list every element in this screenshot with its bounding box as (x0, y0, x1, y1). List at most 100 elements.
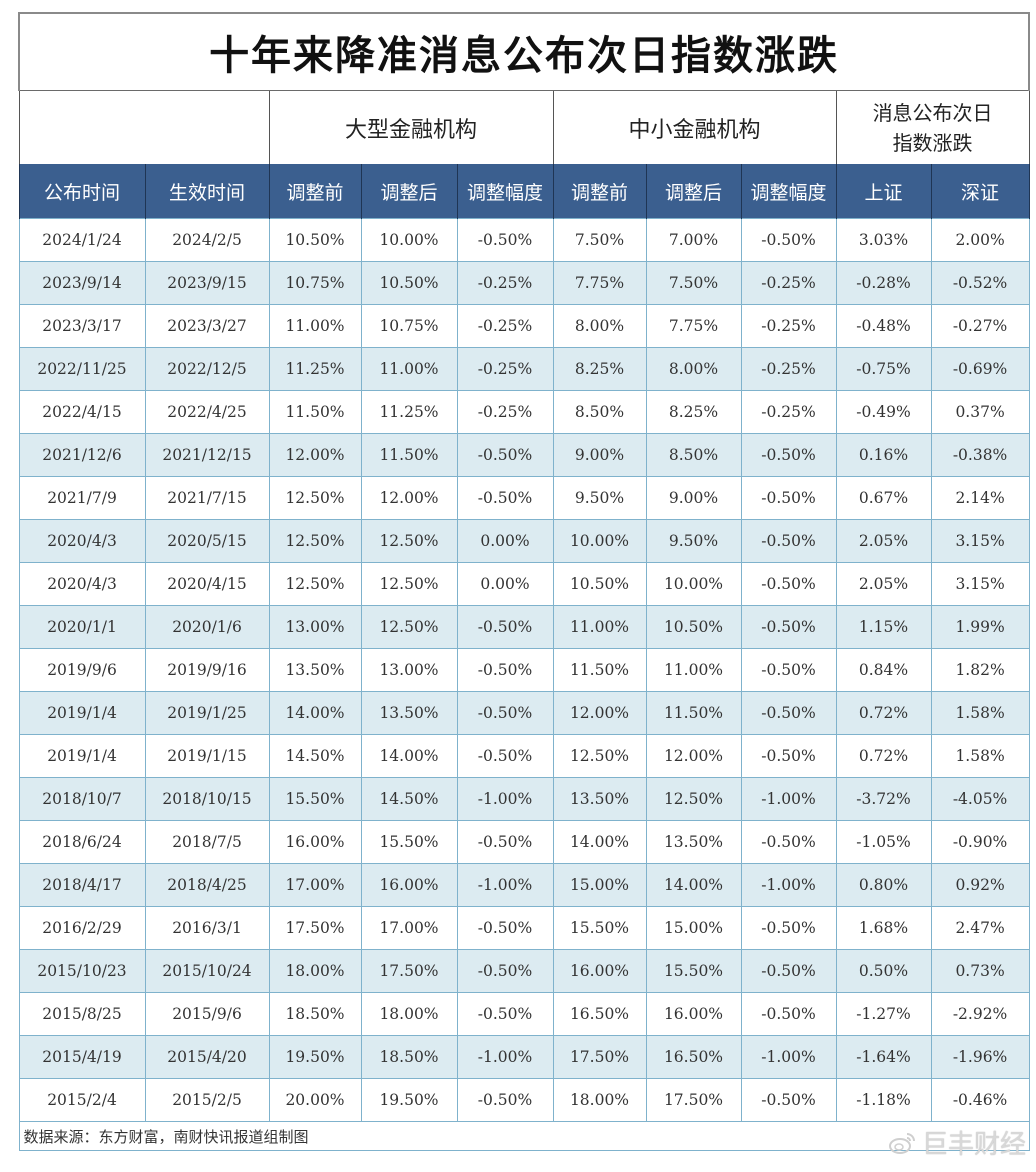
cell-shenzhen-change: -0.52% (930, 261, 1030, 305)
cell-large-change: -0.25% (456, 304, 554, 348)
cell-effective-date: 2018/4/25 (144, 863, 270, 907)
table-row: 2018/10/7 2018/10/15 15.50% 14.50% -1.00% 13.… (18, 777, 1030, 821)
cell-small-change: -0.50% (740, 605, 837, 649)
cell-effective-date: 2020/1/6 (144, 605, 270, 649)
cell-large-after: 11.00% (360, 347, 458, 391)
cell-large-before: 18.00% (268, 949, 362, 993)
table-row: 2015/2/4 2015/2/5 20.00% 19.50% -0.50% 18.00%… (18, 1078, 1030, 1122)
cell-large-after: 17.50% (360, 949, 458, 993)
cell-shanghai-change: -1.64% (835, 1035, 932, 1079)
rrr-table-container: 十年来降准消息公布次日指数涨跌 大型金融机构 中小金融机构 消息公布次日 指数涨… (17, 12, 1031, 1151)
cell-small-change: -0.25% (740, 390, 837, 434)
cell-effective-date: 2015/4/20 (144, 1035, 270, 1079)
group-header-dates (18, 90, 270, 164)
cell-large-after: 11.50% (360, 433, 458, 477)
cell-shanghai-change: 0.67% (835, 476, 932, 520)
cell-effective-date: 2016/3/1 (144, 906, 270, 950)
cell-effective-date: 2019/9/16 (144, 648, 270, 692)
cell-small-change: -1.00% (740, 777, 837, 821)
cell-small-after: 7.00% (645, 218, 742, 262)
cell-large-change: -0.50% (456, 476, 554, 520)
cell-shenzhen-change: 0.37% (930, 390, 1030, 434)
cell-small-after: 16.00% (645, 992, 742, 1036)
cell-small-before: 18.00% (552, 1078, 647, 1122)
cell-effective-date: 2021/12/15 (144, 433, 270, 477)
cell-large-after: 18.50% (360, 1035, 458, 1079)
cell-small-after: 8.25% (645, 390, 742, 434)
cell-shanghai-change: 2.05% (835, 562, 932, 606)
cell-shenzhen-change: 1.58% (930, 734, 1030, 778)
cell-small-change: -1.00% (740, 1035, 837, 1079)
cell-shenzhen-change: 3.15% (930, 562, 1030, 606)
cell-shanghai-change: 2.05% (835, 519, 932, 563)
cell-shenzhen-change: 2.47% (930, 906, 1030, 950)
cell-large-before: 15.50% (268, 777, 362, 821)
cell-announce-date: 2024/1/24 (18, 218, 146, 262)
cell-shanghai-change: 3.03% (835, 218, 932, 262)
cell-shanghai-change: -3.72% (835, 777, 932, 821)
cell-small-before: 12.00% (552, 691, 647, 735)
table-row: 2016/2/29 2016/3/1 17.50% 17.00% -0.50% 15.50… (18, 906, 1030, 950)
cell-small-after: 15.00% (645, 906, 742, 950)
cell-shanghai-change: 0.72% (835, 734, 932, 778)
column-header-row: 公布时间 生效时间 调整前 调整后 调整幅度 调整前 调整后 调整幅度 上证 深… (18, 164, 1030, 219)
cell-small-before: 7.75% (552, 261, 647, 305)
cell-announce-date: 2021/7/9 (18, 476, 146, 520)
cell-large-before: 17.00% (268, 863, 362, 907)
cell-shanghai-change: 0.16% (835, 433, 932, 477)
cell-small-before: 12.50% (552, 734, 647, 778)
table-row: 2024/1/24 2024/2/5 10.50% 10.00% -0.50% 7.50%… (18, 218, 1030, 262)
cell-small-change: -0.50% (740, 691, 837, 735)
weibo-icon (888, 1132, 915, 1154)
cell-large-change: -1.00% (456, 863, 554, 907)
table-row: 2020/4/3 2020/5/15 12.50% 12.50% 0.00% 10.00%… (18, 519, 1030, 563)
cell-large-before: 10.50% (268, 218, 362, 262)
cell-small-before: 10.50% (552, 562, 647, 606)
group-header-large-institutions: 大型金融机构 (268, 90, 554, 164)
table-row: 2022/11/25 2022/12/5 11.25% 11.00% -0.25% 8.2… (18, 347, 1030, 391)
col-header-effective-date: 生效时间 (144, 164, 270, 219)
cell-large-after: 12.00% (360, 476, 458, 520)
cell-shenzhen-change: -0.38% (930, 433, 1030, 477)
cell-small-before: 16.50% (552, 992, 647, 1036)
data-source-note: 数据来源：东方财富，南财快讯报道组制图 (18, 1121, 1030, 1151)
cell-shanghai-change: -0.49% (835, 390, 932, 434)
cell-shenzhen-change: -0.90% (930, 820, 1030, 864)
cell-large-change: -1.00% (456, 777, 554, 821)
cell-shenzhen-change: 2.00% (930, 218, 1030, 262)
cell-small-change: -0.50% (740, 519, 837, 563)
cell-effective-date: 2023/9/15 (144, 261, 270, 305)
cell-large-before: 11.50% (268, 390, 362, 434)
cell-effective-date: 2023/3/27 (144, 304, 270, 348)
cell-large-change: -0.50% (456, 820, 554, 864)
cell-large-change: -0.50% (456, 691, 554, 735)
cell-announce-date: 2019/1/4 (18, 691, 146, 735)
cell-effective-date: 2018/10/15 (144, 777, 270, 821)
cell-small-before: 11.00% (552, 605, 647, 649)
cell-large-before: 16.00% (268, 820, 362, 864)
cell-small-change: -0.25% (740, 304, 837, 348)
cell-announce-date: 2019/1/4 (18, 734, 146, 778)
col-header-shanghai: 上证 (835, 164, 932, 219)
group-header-row: 大型金融机构 中小金融机构 消息公布次日 指数涨跌 (18, 90, 1030, 164)
cell-shenzhen-change: 1.99% (930, 605, 1030, 649)
cell-large-before: 12.50% (268, 519, 362, 563)
cell-small-change: -0.50% (740, 648, 837, 692)
cell-small-after: 11.50% (645, 691, 742, 735)
rrr-index-table: 十年来降准消息公布次日指数涨跌 大型金融机构 中小金融机构 消息公布次日 指数涨… (17, 12, 1031, 1151)
cell-small-change: -0.25% (740, 347, 837, 391)
table-title: 十年来降准消息公布次日指数涨跌 (17, 12, 1031, 91)
cell-small-after: 15.50% (645, 949, 742, 993)
cell-small-before: 8.25% (552, 347, 647, 391)
cell-small-change: -0.50% (740, 949, 837, 993)
cell-large-before: 10.75% (268, 261, 362, 305)
cell-shenzhen-change: 1.58% (930, 691, 1030, 735)
cell-announce-date: 2023/3/17 (18, 304, 146, 348)
cell-large-after: 14.50% (360, 777, 458, 821)
cell-effective-date: 2019/1/25 (144, 691, 270, 735)
cell-small-after: 13.50% (645, 820, 742, 864)
cell-large-before: 14.50% (268, 734, 362, 778)
group-header-small-institutions: 中小金融机构 (552, 90, 837, 164)
cell-shenzhen-change: -2.92% (930, 992, 1030, 1036)
col-header-large-after: 调整后 (360, 164, 458, 219)
